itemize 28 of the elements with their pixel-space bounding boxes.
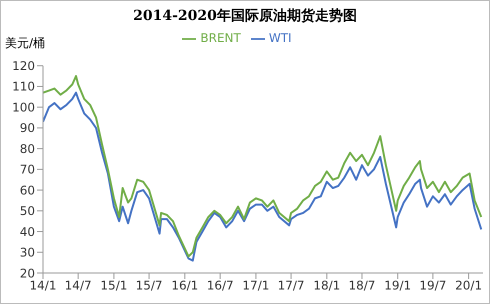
y-tick-label: 70	[20, 162, 35, 177]
x-tick-label: 14/1	[30, 278, 56, 293]
y-tick-label: 80	[20, 142, 35, 156]
legend-label: WTI	[268, 31, 292, 45]
y-tick-label: 60	[20, 183, 35, 198]
x-tick-label: 19/1	[384, 278, 412, 293]
x-tick-label: 17/1	[242, 278, 270, 293]
x-tick-label: 19/7	[419, 278, 446, 293]
x-tick-label: 16/7	[206, 278, 234, 293]
x-tick-label: 14/7	[64, 278, 92, 293]
x-tick-label: 16/1	[171, 278, 198, 293]
y-axis-title: 美元/桶	[5, 35, 46, 52]
y-tick-label: 100	[12, 100, 35, 114]
x-tick-label: 18/7	[348, 278, 376, 293]
y-tick-label: 20	[20, 266, 35, 280]
x-tick-label: 17/7	[278, 278, 305, 293]
x-tick-label: 18/1	[313, 278, 340, 293]
x-tick-label: 15/1	[100, 278, 128, 293]
y-tick-label: 40	[20, 224, 35, 239]
y-tick-label: 120	[12, 58, 35, 73]
y-tick-label: 50	[20, 204, 35, 218]
y-tick-label: 110	[12, 80, 35, 94]
chart-title: 2014-2020年国际原油期货走势图	[132, 7, 358, 25]
x-tick-label: 20/1	[455, 278, 482, 293]
y-tick-label: 90	[20, 121, 35, 136]
y-tick-label: 30	[20, 246, 35, 260]
legend-label: BRENT	[200, 31, 241, 45]
x-tick-label: 15/7	[136, 278, 163, 293]
